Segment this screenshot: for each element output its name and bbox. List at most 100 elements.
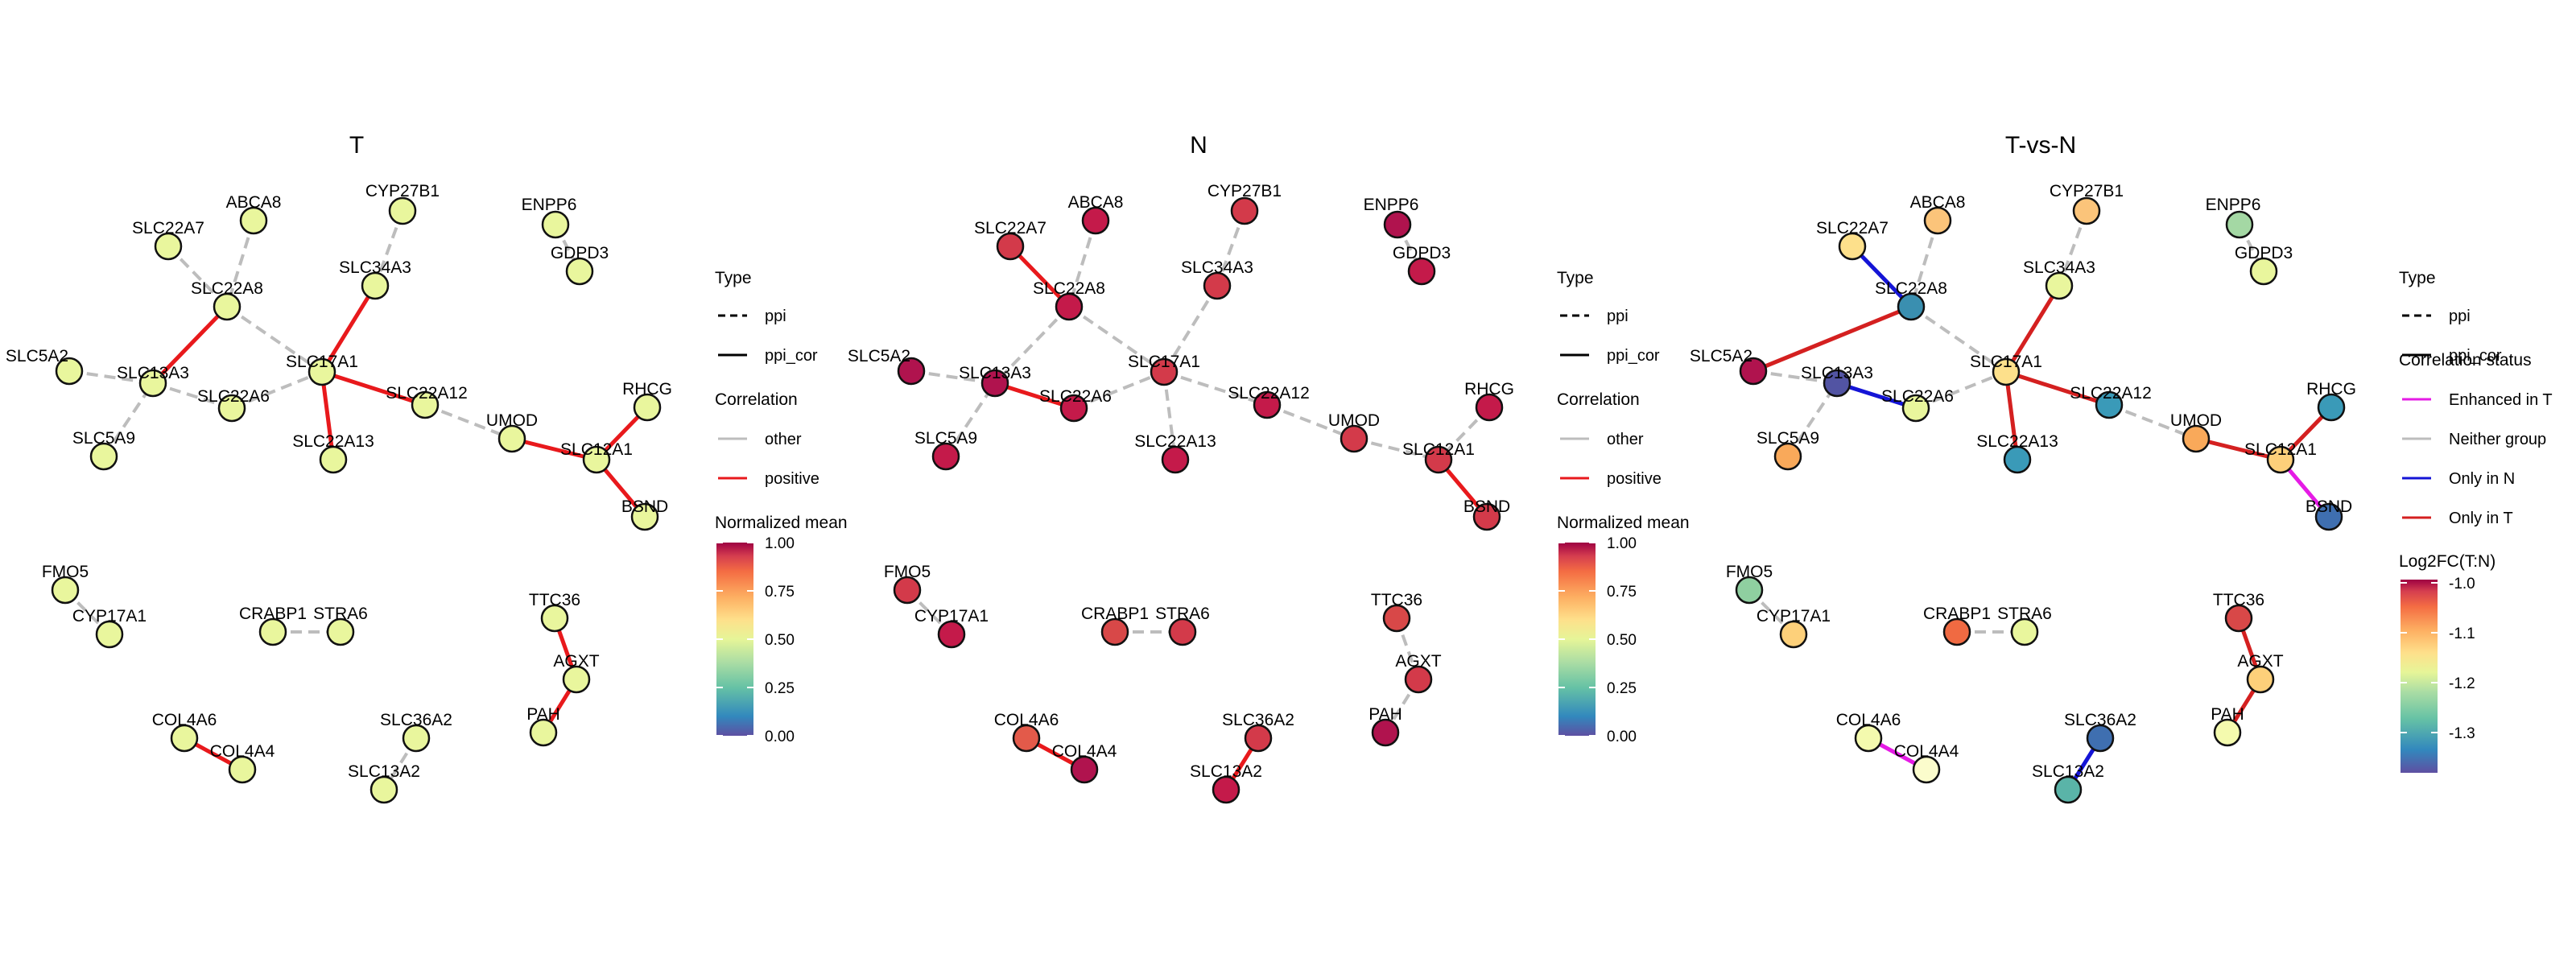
node-label-pah: PAH	[526, 705, 560, 724]
node-label-fmo5: FMO5	[42, 563, 89, 581]
node-label-slc22a6: SLC22A6	[197, 387, 270, 406]
node-layer: ABCA8 CYP27B1 ENPP6 GDPD3 SLC22A7 SLC34A3 SLC2…	[6, 182, 672, 804]
node-slc13a3	[1823, 369, 1852, 398]
legend-scale-title: Log2FC(T:N)	[2399, 552, 2496, 571]
node-label-slc5a2: SLC5A2	[1690, 347, 1752, 365]
node-slc17a1	[308, 357, 336, 386]
node-slc22a6	[1901, 394, 1930, 423]
node-layer: ABCA8 CYP27B1 ENPP6 GDPD3 SLC22A7 SLC34A3 SLC2…	[1690, 182, 2356, 804]
edge-slc17a1-slc22a12	[321, 369, 426, 407]
node-slc22a12	[411, 390, 440, 419]
node-label-col4a4: COL4A4	[210, 742, 275, 761]
legend-type-ppicor-label: ppi_cor	[2449, 347, 2502, 365]
node-fmo5	[893, 576, 922, 605]
node-label-slc34a3: SLC34A3	[339, 258, 411, 277]
legend-type-ppi-label: ppi	[1607, 308, 1629, 325]
node-slc22a8	[1055, 292, 1084, 321]
edge-slc5a2-slc13a3	[910, 369, 996, 385]
node-ttc36	[1382, 604, 1411, 633]
node-label-rhcg: RHCG	[622, 380, 672, 398]
node-crabp1	[1100, 617, 1129, 646]
legend-type-ppi-label: ppi	[765, 308, 786, 325]
node-abca8	[239, 206, 268, 235]
edge-slc22a8-slc17a1	[1909, 305, 2008, 374]
node-agxt	[2246, 665, 2275, 694]
legend-type-ppicor-label: ppi_cor	[1607, 347, 1660, 365]
legend-scale-tick: 0.75	[765, 584, 795, 601]
edge-slc22a7-slc22a8	[167, 245, 229, 308]
legend-scale-tick: -1.2	[2449, 675, 2475, 692]
node-umod	[497, 424, 526, 453]
node-slc22a7	[1838, 232, 1867, 261]
node-col4a6	[170, 724, 199, 753]
node-bsnd	[1472, 502, 1501, 531]
node-label-fmo5: FMO5	[1726, 563, 1773, 581]
node-label-cyp27b1: CYP27B1	[365, 182, 440, 200]
node-cyp17a1	[1779, 620, 1808, 649]
legend-corr-title: Correlation status	[2399, 351, 2532, 369]
edge-slc22a12-umod	[424, 403, 513, 440]
node-label-slc22a12: SLC22A12	[2070, 384, 2152, 402]
node-label-slc13a2: SLC13A2	[1190, 762, 1262, 781]
edge-slc22a12-umod	[2108, 403, 2197, 440]
node-rhcg	[1475, 393, 1504, 422]
edge-slc22a6-slc17a1	[1915, 370, 2007, 410]
node-label-slc22a12: SLC22A12	[1228, 384, 1310, 402]
node-fmo5	[1735, 576, 1764, 605]
node-slc5a9	[931, 442, 960, 471]
edge-slc22a8-slc17a1	[225, 305, 324, 374]
node-label-agxt: AGXT	[2237, 652, 2283, 671]
node-label-slc17a1: SLC17A1	[286, 353, 358, 371]
edge-layer	[1748, 210, 2333, 791]
node-label-slc34a3: SLC34A3	[1181, 258, 1253, 277]
node-slc22a8	[1897, 292, 1926, 321]
node-label-agxt: AGXT	[1395, 652, 1441, 671]
node-slc36a2	[1244, 724, 1273, 753]
node-slc13a3	[138, 369, 167, 398]
node-slc22a12	[2095, 390, 2124, 419]
node-label-gdpd3: GDPD3	[2235, 244, 2293, 262]
node-slc13a2	[1212, 775, 1241, 804]
edge-slc17a1-slc22a13	[320, 371, 336, 460]
node-slc22a6	[1059, 394, 1088, 423]
node-label-bsnd: BSND	[2306, 497, 2352, 516]
node-label-ttc36: TTC36	[2213, 591, 2264, 609]
node-col4a6	[1012, 724, 1041, 753]
node-slc22a13	[319, 445, 348, 474]
legend-scale-tick: 0.25	[1607, 680, 1637, 697]
edge-layer	[906, 210, 1491, 791]
edge-slc22a8-slc13a3	[993, 305, 1071, 385]
edge-slc5a9-slc13a3	[1786, 382, 1839, 458]
node-stra6	[2010, 617, 2039, 646]
node-umod	[1340, 424, 1368, 453]
edge-abca8-slc22a8	[225, 220, 255, 308]
legend-corr-neither-label: Neither group	[2449, 431, 2546, 448]
node-gdpd3	[2249, 257, 2278, 286]
node-slc5a2	[55, 357, 84, 386]
node-label-slc22a13: SLC22A13	[1134, 432, 1216, 451]
node-slc17a1	[1150, 357, 1179, 386]
node-enpp6	[2225, 210, 2254, 239]
edge-slc22a7-slc22a8	[1009, 245, 1071, 308]
legend-scale-tick: 0.25	[765, 680, 795, 697]
node-label-slc17a1: SLC17A1	[1128, 353, 1200, 371]
legend-scale-title: Normalized mean	[715, 514, 848, 532]
edge-slc17a1-slc22a13	[2004, 371, 2020, 460]
panel-t-vs-n: T-vs-N ABCA8 CYP27B1 ENPP6 GDPD3 SLC22A7 SLC3…	[1690, 132, 2553, 804]
legend-corr-other-label: other	[1607, 431, 1644, 448]
node-slc36a2	[2086, 724, 2115, 753]
node-umod	[2182, 424, 2211, 453]
node-pah	[1371, 718, 1400, 747]
panel-n: N ABCA8 CYP27B1 ENPP6 GDPD3 SLC22A7 SLC34A3 SL…	[848, 132, 1690, 804]
legend-type-ppicor-label: ppi_cor	[765, 347, 818, 365]
node-label-pah: PAH	[2211, 705, 2244, 724]
edge-slc5a2-slc13a3	[68, 369, 154, 385]
node-label-slc22a7: SLC22A7	[974, 219, 1046, 237]
node-col4a6	[1854, 724, 1883, 753]
node-label-slc13a3: SLC13A3	[117, 364, 189, 382]
node-label-gdpd3: GDPD3	[551, 244, 609, 262]
node-abca8	[1923, 206, 1952, 235]
node-label-slc36a2: SLC36A2	[380, 711, 452, 729]
node-pah	[529, 718, 558, 747]
node-label-col4a6: COL4A6	[152, 711, 217, 729]
